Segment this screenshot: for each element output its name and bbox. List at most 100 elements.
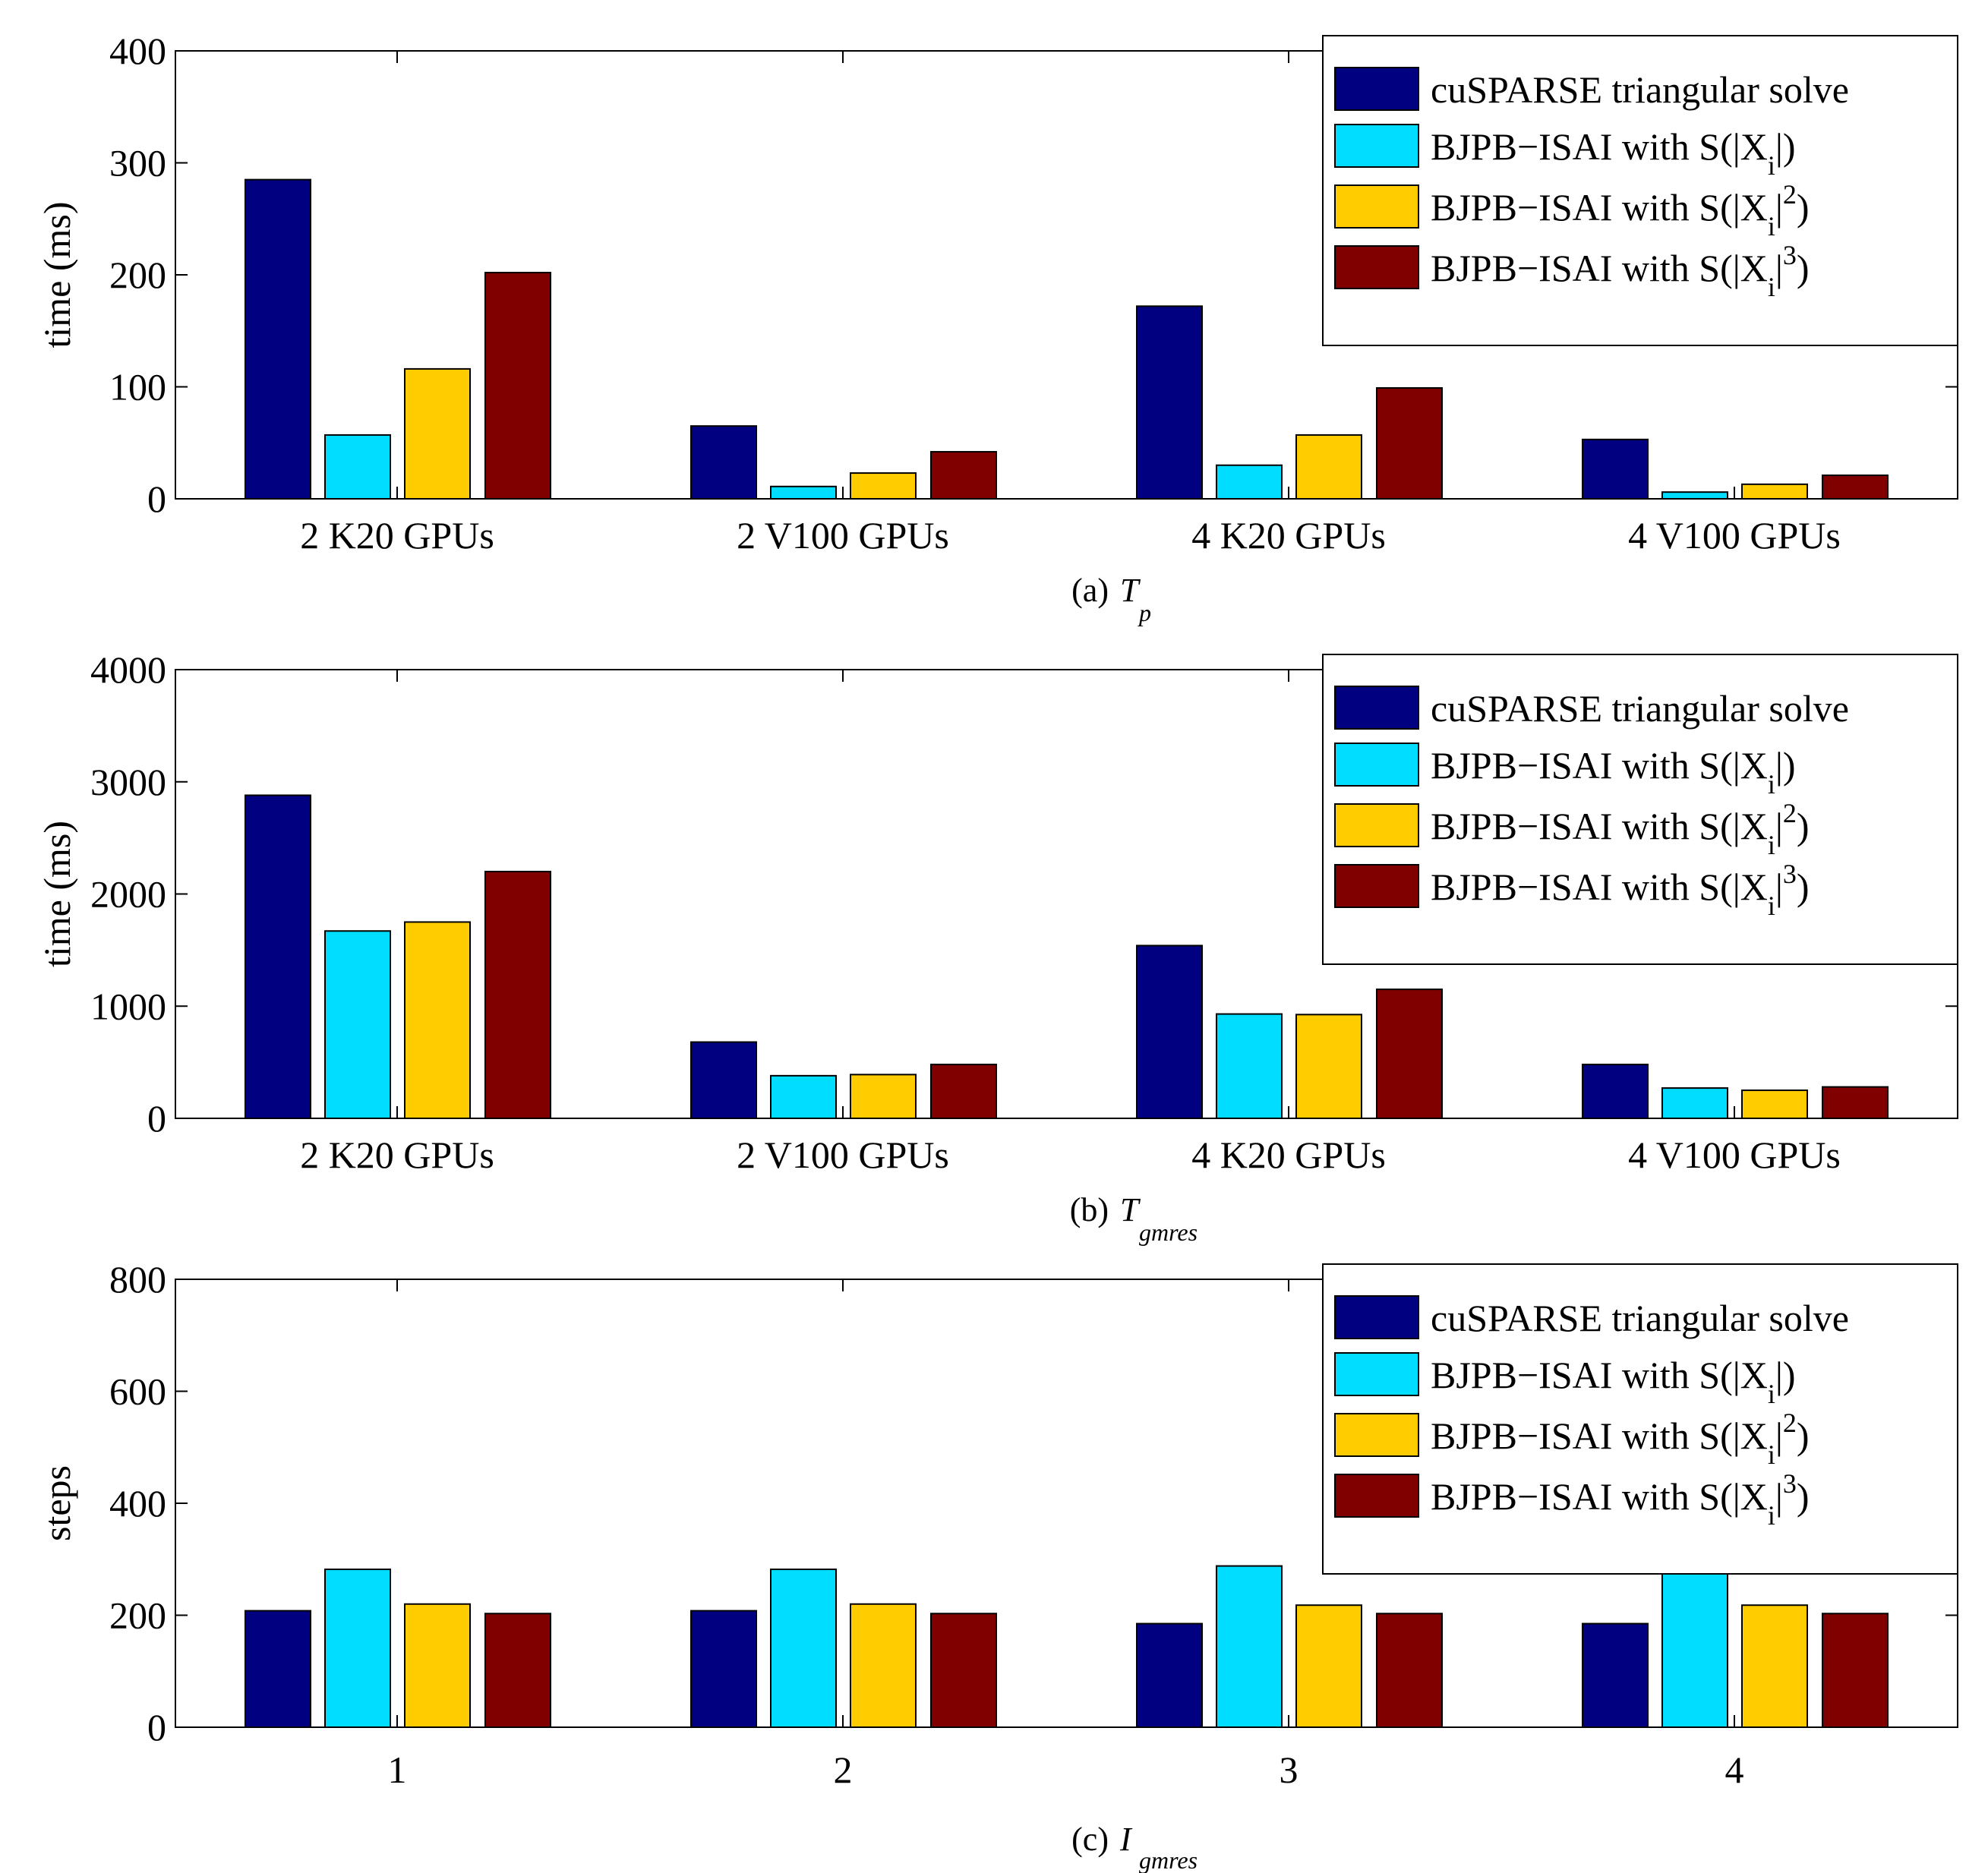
bar — [1295, 1604, 1362, 1729]
legend-swatch — [1334, 864, 1419, 908]
bar — [850, 1603, 917, 1728]
caption-symbol: T — [1120, 572, 1141, 609]
legend-swatch — [1334, 184, 1419, 229]
legend-label-main: cuSPARSE triangular solve — [1431, 687, 1849, 730]
bar — [1136, 305, 1203, 500]
legend-label-tail: ) — [1797, 247, 1810, 289]
y-tick-label: 100 — [109, 366, 166, 408]
legend-label: BJPB−ISAI with S(|Xi|3) — [1431, 1468, 1810, 1531]
legend-swatch — [1334, 67, 1419, 111]
legend: cuSPARSE triangular solve BJPB−ISAI with … — [1322, 654, 1958, 965]
legend-label: BJPB−ISAI with S(|Xi|) — [1431, 125, 1796, 181]
chart-panel-a: 0 100 200 300 400 time (ms) 2 K20 GPUs 2 V100 G… — [36, 30, 1958, 626]
legend-label-sup: 2 — [1783, 1408, 1797, 1438]
legend-swatch — [1334, 1413, 1419, 1457]
caption-subscript: gmres — [1139, 1219, 1198, 1246]
legend-box — [1322, 654, 1958, 965]
legend: cuSPARSE triangular solve BJPB−ISAI with … — [1322, 35, 1958, 346]
bar — [930, 1613, 997, 1729]
legend-label-sup: 3 — [1783, 1468, 1797, 1499]
legend-box — [1322, 35, 1958, 346]
legend-label-mid: | — [1775, 805, 1783, 847]
panel-caption: (c) — [1071, 1821, 1109, 1858]
bar — [1136, 1622, 1203, 1728]
y-tick-label: 200 — [109, 254, 166, 296]
bar — [404, 1603, 471, 1728]
bar — [245, 178, 311, 500]
caption-subscript: gmres — [1139, 1846, 1198, 1873]
y-tick-label: 3000 — [90, 761, 166, 803]
legend-label: BJPB−ISAI with S(|Xi|) — [1431, 744, 1796, 799]
legend-label-main: BJPB−ISAI with S(|X — [1431, 1414, 1768, 1457]
legend-label-main: BJPB−ISAI with S(|X — [1431, 186, 1768, 229]
x-tick-label: 2 V100 GPUs — [737, 1134, 949, 1176]
legend-label-main: BJPB−ISAI with S(|X — [1431, 866, 1768, 908]
bar — [690, 1610, 757, 1729]
y-tick-label: 200 — [109, 1594, 166, 1637]
y-tick-label: 0 — [147, 1097, 166, 1140]
legend-label-tail: |) — [1775, 125, 1796, 168]
legend-label-sub: i — [1768, 1500, 1775, 1531]
y-axis-label: time (ms) — [36, 201, 78, 348]
legend-label: cuSPARSE triangular solve — [1431, 68, 1849, 111]
x-tick-label: 1 — [388, 1748, 407, 1791]
legend-label: BJPB−ISAI with S(|Xi|3) — [1431, 240, 1810, 302]
y-axis-label: steps — [36, 1465, 78, 1541]
legend-label-main: BJPB−ISAI with S(|X — [1431, 1475, 1768, 1518]
y-tick-label: 4000 — [90, 648, 166, 691]
x-tick-label: 2 K20 GPUs — [300, 1134, 494, 1176]
legend-label-mid: | — [1775, 866, 1783, 908]
caption-symbol: T — [1120, 1191, 1141, 1228]
legend-label: cuSPARSE triangular solve — [1431, 687, 1849, 730]
bar — [324, 1569, 391, 1728]
y-tick-label: 1000 — [90, 985, 166, 1027]
legend-label-tail: |) — [1775, 744, 1796, 787]
bar — [1661, 1087, 1728, 1120]
legend-label-sub: i — [1768, 891, 1775, 921]
legend-label-sub: i — [1768, 272, 1775, 302]
bar — [245, 794, 311, 1119]
bar — [1582, 1622, 1649, 1728]
bar — [1295, 1014, 1362, 1120]
bar — [245, 1610, 311, 1729]
bar — [1376, 1613, 1443, 1729]
bar — [324, 930, 391, 1119]
legend-swatch — [1334, 245, 1419, 289]
caption-symbol: I — [1119, 1821, 1133, 1858]
y-tick-label: 600 — [109, 1370, 166, 1413]
legend-label-sup: 2 — [1783, 798, 1797, 828]
y-tick-label: 2000 — [90, 873, 166, 916]
bar — [404, 367, 471, 500]
legend-swatch — [1334, 124, 1419, 168]
legend-label-tail: ) — [1797, 866, 1810, 908]
legend-swatch — [1334, 743, 1419, 787]
legend-label-main: BJPB−ISAI with S(|X — [1431, 805, 1768, 847]
legend-swatch — [1334, 1474, 1419, 1518]
legend-label-mid: | — [1775, 247, 1783, 289]
bar — [850, 1074, 917, 1119]
legend-swatch — [1334, 1295, 1419, 1339]
legend-label: cuSPARSE triangular solve — [1431, 1297, 1849, 1339]
y-tick-label: 300 — [109, 142, 166, 184]
bar — [770, 1569, 837, 1728]
y-axis-label: time (ms) — [36, 821, 78, 967]
x-tick-label: 4 V100 GPUs — [1628, 1134, 1841, 1176]
bar — [1822, 1086, 1889, 1120]
legend-label-main: BJPB−ISAI with S(|X — [1431, 744, 1768, 787]
legend-label: BJPB−ISAI with S(|Xi|) — [1431, 1354, 1796, 1409]
legend-label: BJPB−ISAI with S(|Xi|2) — [1431, 798, 1810, 860]
y-tick-label: 0 — [147, 1706, 166, 1748]
legend-label: BJPB−ISAI with S(|Xi|2) — [1431, 1408, 1810, 1470]
chart-panel-b: 0 1000 2000 3000 4000 time (ms) 2 K20 GPUs 2 V1… — [36, 648, 1958, 1246]
bar — [770, 1074, 837, 1119]
legend: cuSPARSE triangular solve BJPB−ISAI with … — [1322, 1263, 1958, 1575]
legend-label-mid: | — [1775, 1475, 1783, 1518]
bar — [1741, 483, 1808, 500]
bar — [690, 425, 757, 500]
x-tick-label: 4 K20 GPUs — [1191, 1134, 1386, 1176]
bar — [1741, 1089, 1808, 1119]
y-tick-label: 400 — [109, 1482, 166, 1525]
panel-caption: (b) — [1070, 1191, 1109, 1228]
bar — [1822, 1613, 1889, 1729]
